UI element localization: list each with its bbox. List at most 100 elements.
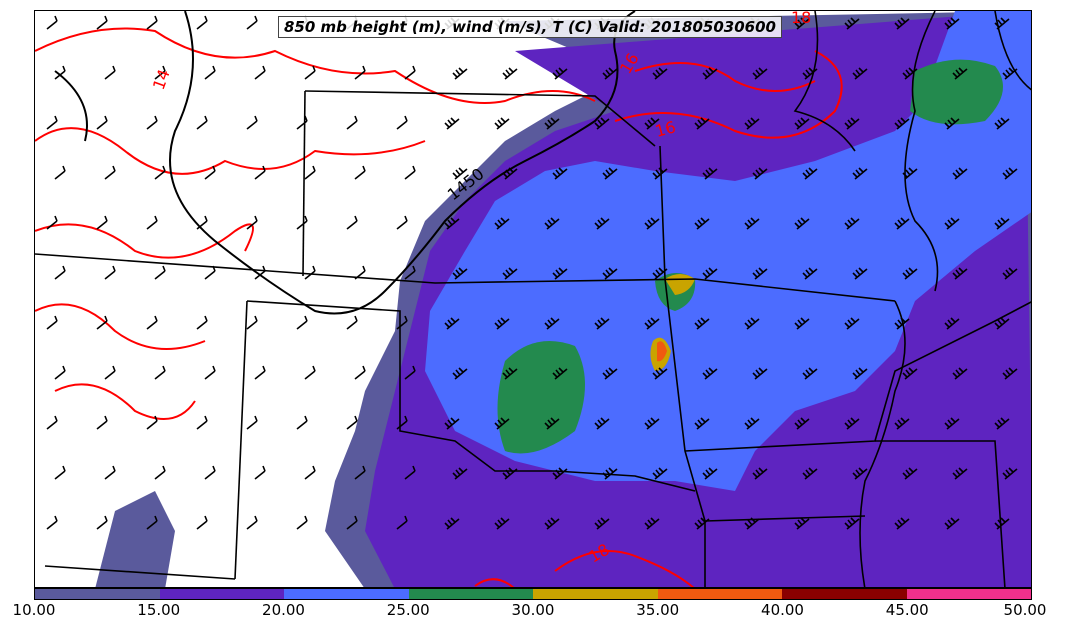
wind-barb — [254, 365, 266, 380]
colorbar-tick-label: 50.00 — [1003, 601, 1047, 619]
wind-barb — [304, 65, 316, 80]
wind-barb — [994, 317, 1010, 330]
wind-barb — [602, 467, 618, 480]
shade-band-25-30-b — [910, 59, 1003, 125]
wind-barb — [204, 365, 216, 380]
wind-barb — [494, 517, 510, 530]
wind-barb — [902, 467, 918, 480]
wind-barb — [894, 117, 910, 130]
wind-barb — [802, 367, 818, 380]
boundary — [684, 301, 1031, 452]
colorbar-tick-label: 20.00 — [262, 601, 305, 619]
wind-barb — [702, 367, 718, 380]
wind-barb — [146, 15, 158, 30]
wind-barb — [594, 317, 610, 330]
wind-barb — [994, 217, 1010, 230]
wind-barb — [452, 467, 468, 480]
wind-barb — [354, 365, 366, 380]
wind-barb — [944, 317, 960, 330]
wind-barb — [644, 217, 660, 230]
wind-barb — [444, 317, 460, 330]
boundary — [994, 11, 1031, 91]
wind-barb — [802, 467, 818, 480]
wind-barb — [444, 117, 460, 130]
wind-barb — [154, 65, 166, 80]
wind-barb — [196, 415, 208, 430]
wind-barb — [346, 115, 358, 130]
temp-contour — [35, 223, 254, 259]
wind-barb — [146, 115, 158, 130]
wind-barb — [544, 317, 560, 330]
wind-barb — [404, 265, 416, 280]
shade-band-35-40 — [657, 341, 667, 362]
wind-barb — [794, 517, 810, 530]
wind-barb — [154, 265, 166, 280]
wind-barb — [802, 267, 818, 280]
temperature-contour-label: 16 — [653, 117, 678, 141]
wind-barb — [744, 317, 760, 330]
colorbar-tick-label: 30.00 — [511, 601, 555, 619]
wind-barb — [304, 265, 316, 280]
boundary — [793, 11, 856, 152]
wind-barb — [844, 417, 860, 430]
wind-barb — [296, 315, 308, 330]
wind-barb — [944, 117, 960, 130]
wind-barb — [752, 267, 768, 280]
boundary — [304, 90, 656, 147]
wind-barb — [594, 417, 610, 430]
political-boundaries — [35, 11, 1031, 587]
shade-band-25-30-a — [497, 341, 585, 454]
wind-barb — [944, 217, 960, 230]
wind-barb — [794, 317, 810, 330]
wind-barb — [502, 267, 518, 280]
wind-barb — [894, 317, 910, 330]
wind-barb — [452, 67, 468, 80]
wind-barb — [46, 215, 58, 230]
wind-barb — [994, 417, 1010, 430]
wind-barb — [196, 115, 208, 130]
wind-barb — [54, 365, 66, 380]
wind-barb — [502, 367, 518, 380]
wind-barb — [702, 467, 718, 480]
temp-contour — [634, 62, 816, 92]
wind-barb — [246, 215, 258, 230]
wind-barb — [894, 217, 910, 230]
wind-barb — [494, 417, 510, 430]
wind-barb — [154, 365, 166, 380]
wind-barb — [46, 515, 58, 530]
wind-barb — [494, 117, 510, 130]
temperature-contour-label: 18 — [791, 11, 811, 27]
wind-barb — [246, 15, 258, 30]
colorbar-tick-label: 45.00 — [885, 601, 929, 619]
temperature-contours — [35, 27, 843, 587]
wind-barb — [104, 365, 116, 380]
wind-barb — [644, 517, 660, 530]
wind-barb — [96, 415, 108, 430]
wind-barb — [304, 365, 316, 380]
wind-barb — [544, 517, 560, 530]
wind-barb — [544, 217, 560, 230]
wind-barb — [844, 17, 860, 30]
wind-barb — [96, 215, 108, 230]
wind-barb — [594, 217, 610, 230]
boundary — [234, 300, 248, 580]
wind-barb — [994, 17, 1010, 30]
temperature-contour-label: 14 — [149, 67, 174, 93]
wind-barb — [296, 215, 308, 230]
wind-barb — [694, 217, 710, 230]
wind-barb — [844, 217, 860, 230]
temp-contour — [614, 50, 843, 139]
wind-barb — [354, 265, 366, 280]
wind-barb — [894, 417, 910, 430]
wind-barb — [844, 517, 860, 530]
colorbar-segment — [906, 589, 1031, 599]
wind-barb — [346, 515, 358, 530]
wind-barb — [54, 465, 66, 480]
wind-barb — [694, 517, 710, 530]
wind-barb — [944, 417, 960, 430]
wind-barb — [544, 117, 560, 130]
boundary — [859, 300, 906, 587]
colorbar-segment — [782, 589, 907, 599]
wind-barb — [752, 167, 768, 180]
wind-barb — [46, 115, 58, 130]
